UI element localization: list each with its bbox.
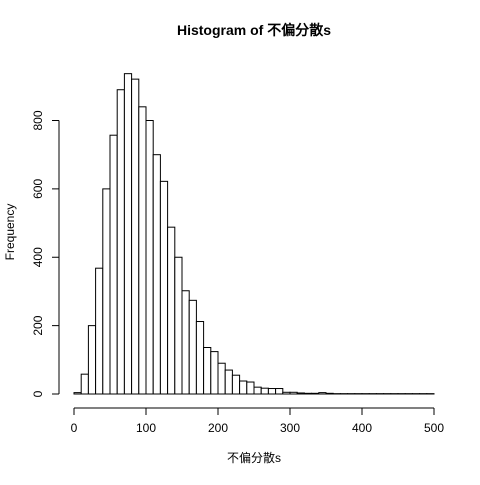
x-tick-label: 500	[424, 421, 444, 435]
histogram-bar	[297, 393, 304, 394]
histogram-bar	[211, 352, 218, 394]
histogram-bar	[196, 322, 203, 394]
histogram-bar	[182, 291, 189, 394]
histogram-bar	[283, 392, 290, 394]
y-tick-label: 0	[31, 390, 45, 397]
histogram-bar	[153, 155, 160, 394]
y-tick-label: 200	[31, 315, 45, 335]
histogram-bar	[304, 393, 311, 394]
x-tick-label: 300	[280, 421, 300, 435]
histogram-bar	[261, 388, 268, 394]
histogram-bar	[146, 121, 153, 395]
histogram-bar	[88, 326, 95, 394]
histogram-bar	[117, 90, 124, 394]
histogram-bar	[124, 74, 131, 394]
histogram-bar	[160, 181, 167, 394]
histogram-bar	[254, 387, 261, 394]
histogram-bar	[218, 363, 225, 394]
x-tick-label: 200	[208, 421, 228, 435]
histogram-bar	[132, 79, 139, 394]
histogram-bar	[319, 393, 326, 394]
x-tick-label: 0	[71, 421, 78, 435]
histogram-bar	[189, 300, 196, 394]
histogram-bar	[168, 227, 175, 394]
histogram-bar	[110, 135, 117, 394]
chart-title: Histogram of 不偏分散s	[177, 22, 331, 38]
histogram-bar	[225, 370, 232, 394]
histogram-bar	[312, 393, 319, 394]
histogram-bar	[276, 389, 283, 394]
histogram-bar	[247, 382, 254, 394]
histogram-bar	[268, 389, 275, 394]
y-axis-label: Frequency	[3, 204, 17, 261]
histogram-bar	[290, 392, 297, 394]
x-axis: 0 100 200 300 400 500	[71, 408, 445, 435]
y-axis: 0 200 400 600 800	[31, 110, 59, 397]
x-axis-label: 不偏分散s	[227, 450, 281, 465]
histogram-bar	[103, 189, 110, 394]
histogram-bar	[139, 107, 146, 394]
histogram-bar	[232, 375, 239, 394]
histogram-bars	[74, 74, 434, 394]
y-tick-label: 400	[31, 247, 45, 267]
histogram-bar	[81, 374, 88, 394]
histogram-bar	[175, 257, 182, 394]
x-tick-label: 100	[136, 421, 156, 435]
y-tick-label: 600	[31, 179, 45, 199]
y-tick-label: 800	[31, 110, 45, 130]
histogram-bar	[96, 268, 103, 394]
histogram-bar	[74, 393, 81, 394]
histogram-bar	[240, 381, 247, 394]
x-tick-label: 400	[352, 421, 372, 435]
histogram-bar	[326, 393, 333, 394]
histogram-bar	[204, 348, 211, 395]
